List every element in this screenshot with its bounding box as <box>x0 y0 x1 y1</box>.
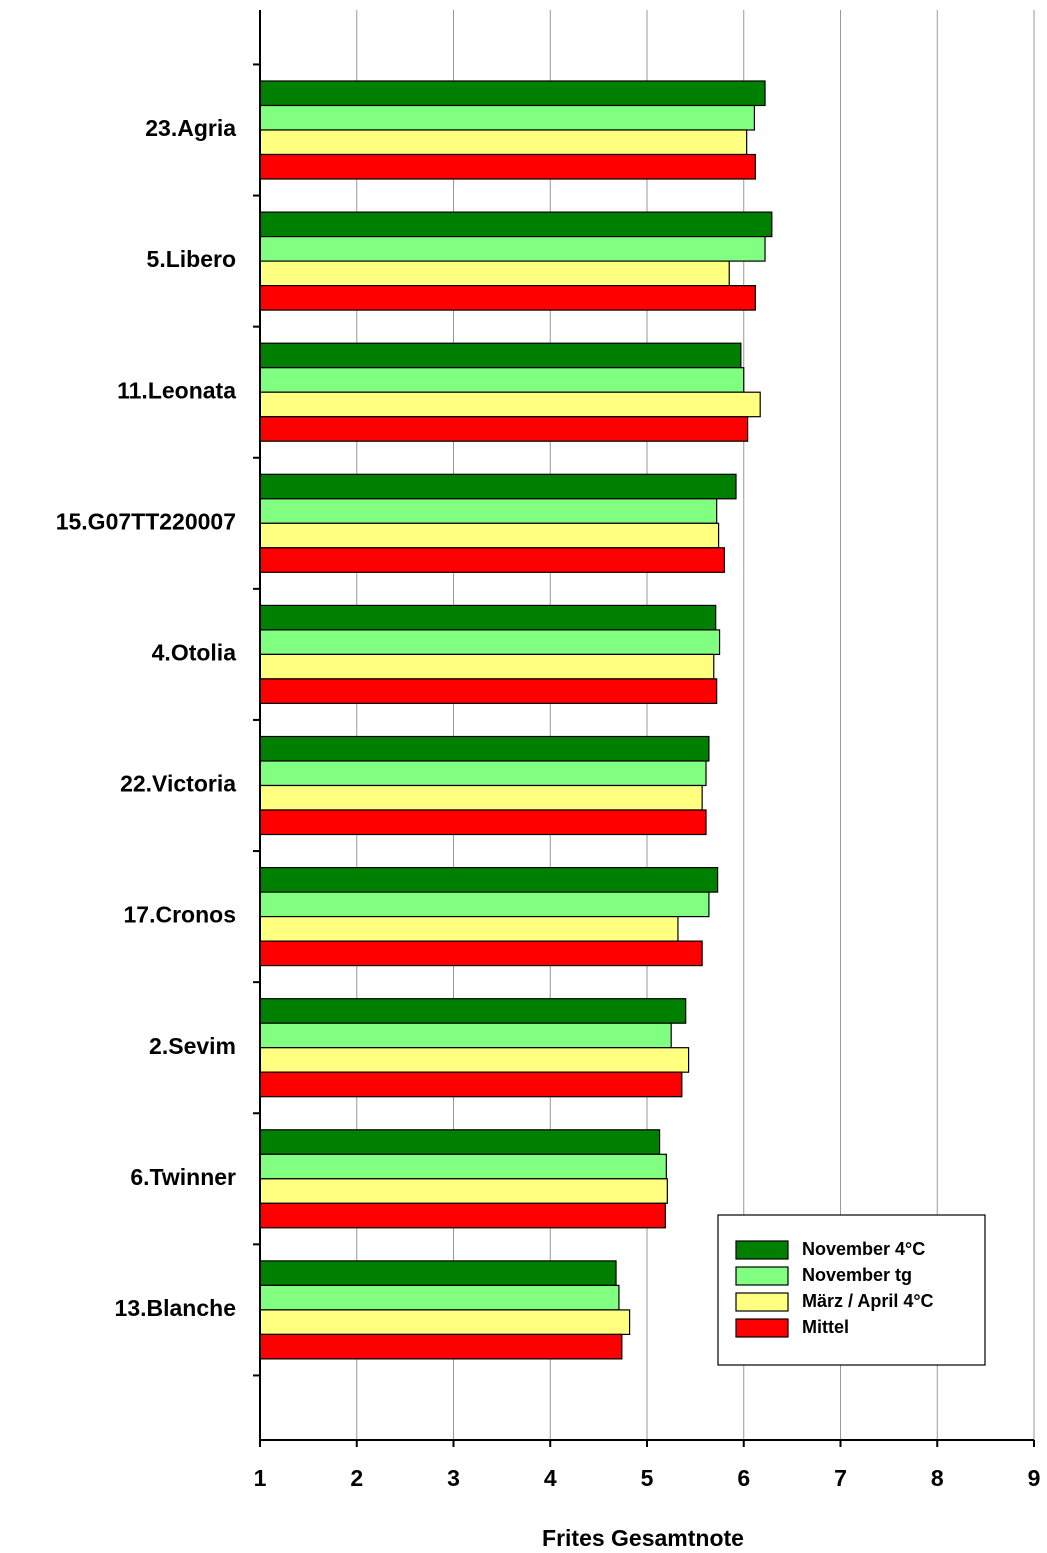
bar <box>259 473 737 500</box>
bar <box>259 416 749 442</box>
y-tick-label: 6.Twinner <box>130 1164 236 1190</box>
legend-label: November 4°C <box>802 1239 925 1259</box>
bar <box>259 129 748 156</box>
y-tick-label: 5.Libero <box>147 246 236 272</box>
bar <box>259 1284 620 1311</box>
bar <box>259 1178 668 1204</box>
legend-label: März / April 4°C <box>802 1291 934 1311</box>
bar <box>259 915 679 942</box>
bar <box>259 866 719 893</box>
bar <box>259 1333 623 1360</box>
bar <box>259 342 742 369</box>
x-tick-label: 5 <box>641 1465 654 1491</box>
y-tick-label: 17.Cronos <box>124 902 236 928</box>
bar <box>259 367 745 393</box>
bar <box>259 391 761 418</box>
bar <box>259 891 710 918</box>
x-tick-label: 2 <box>350 1465 363 1491</box>
x-tick-label: 6 <box>737 1465 750 1491</box>
bar <box>259 153 756 180</box>
bar <box>259 80 766 107</box>
y-tick-label: 11.Leonata <box>117 377 236 403</box>
legend-swatch <box>735 1318 789 1338</box>
bar <box>259 547 725 573</box>
bar <box>259 1153 667 1180</box>
y-tick-label: 23.Agria <box>145 115 236 141</box>
legend-swatch <box>735 1240 789 1260</box>
bar <box>259 653 715 680</box>
bar <box>259 522 720 549</box>
bar <box>259 236 766 262</box>
bar <box>259 678 718 705</box>
legend-label: November tg <box>802 1265 912 1285</box>
y-tick-label: 4.Otolia <box>152 639 237 665</box>
x-tick-label: 4 <box>544 1465 557 1491</box>
y-tick-label: 22.Victoria <box>120 771 236 797</box>
x-tick-label: 7 <box>834 1465 847 1491</box>
y-tick-label: 2.Sevim <box>149 1033 236 1059</box>
x-tick-label: 3 <box>447 1465 460 1491</box>
bar <box>259 1202 666 1229</box>
bar <box>259 1047 690 1073</box>
legend-label: Mittel <box>802 1317 849 1337</box>
x-axis-title: Frites Gesamtnote <box>542 1525 744 1551</box>
bar <box>259 604 717 631</box>
legend-swatch <box>735 1292 789 1312</box>
y-tick-label: 15.G07TT220007 <box>56 508 236 534</box>
bar <box>259 1129 661 1155</box>
bar <box>259 629 721 656</box>
bar <box>259 285 756 311</box>
bar <box>259 998 687 1024</box>
bar <box>259 1309 631 1336</box>
x-tick-label: 8 <box>931 1465 944 1491</box>
bar <box>259 498 718 524</box>
bar <box>259 260 730 287</box>
bar <box>259 784 703 811</box>
bar <box>259 1260 617 1287</box>
bar <box>259 940 703 967</box>
bar <box>259 809 707 836</box>
bar <box>259 211 773 238</box>
bar <box>259 735 710 762</box>
legend-box <box>717 1214 986 1366</box>
x-tick-label: 1 <box>254 1465 267 1491</box>
bar <box>259 1022 672 1049</box>
bar <box>259 104 755 131</box>
y-tick-label: 13.Blanche <box>115 1295 236 1321</box>
bar <box>259 1071 683 1098</box>
bar <box>259 760 707 787</box>
legend-swatch <box>735 1266 789 1286</box>
x-tick-label: 9 <box>1028 1465 1041 1491</box>
